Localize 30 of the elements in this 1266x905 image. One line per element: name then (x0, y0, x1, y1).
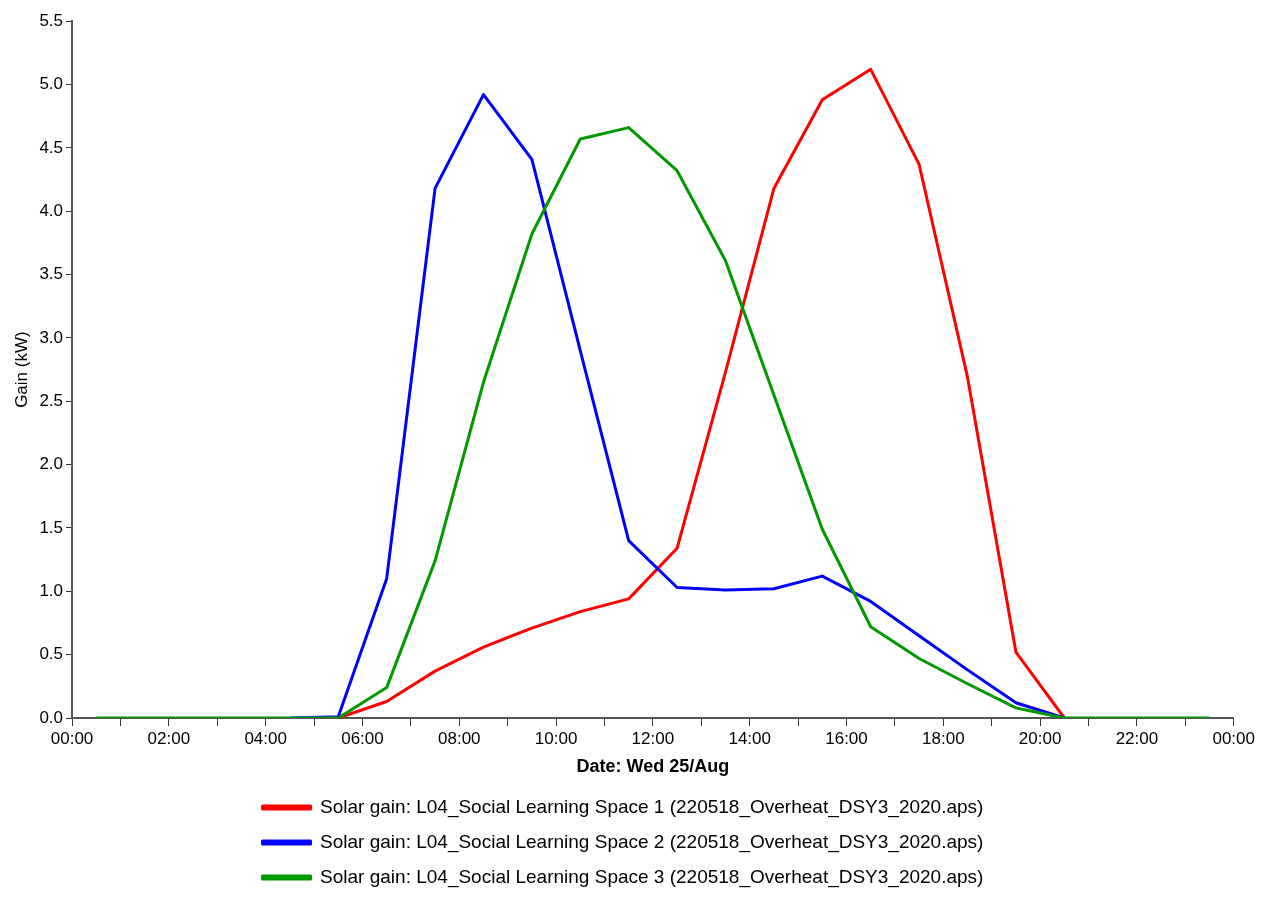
legend-label: Solar gain: L04_Social Learning Space 1 (220518_Overheat_DSY3_2020.aps) (320, 795, 984, 818)
y-tick-label: 0.0 (39, 707, 64, 727)
x-tick-label: 22:00 (1115, 728, 1159, 748)
x-tick-label: 00:00 (50, 728, 94, 748)
x-tick-label: 06:00 (341, 728, 384, 748)
x-tick-label: 10:00 (534, 728, 578, 748)
x-tick-label: 16:00 (825, 728, 868, 748)
y-tick-label: 0.5 (39, 644, 64, 664)
x-tick-label: 14:00 (728, 728, 771, 748)
legend-label: Solar gain: L04_Social Learning Space 2 (220518_Overheat_DSY3_2020.aps) (320, 830, 984, 853)
legend-label: Solar gain: L04_Social Learning Space 3 (220518_Overheat_DSY3_2020.aps) (320, 865, 984, 888)
y-tick-label: 2.5 (39, 390, 64, 410)
y-axis-title: Gain (kW) (11, 331, 31, 408)
y-tick-label: 2.0 (39, 454, 64, 474)
x-axis-title: Date: Wed 25/Aug (576, 756, 730, 777)
x-tick-label: 18:00 (922, 728, 965, 748)
y-tick-label: 4.5 (39, 137, 64, 157)
y-tick-label: 3.5 (39, 264, 64, 284)
x-tick-label: 12:00 (631, 728, 675, 748)
y-tick-label: 3.0 (39, 327, 64, 347)
y-tick-label: 4.0 (39, 200, 64, 220)
y-tick-label: 5.5 (39, 10, 64, 30)
x-tick-label: 02:00 (147, 728, 191, 748)
x-tick-label: 00:00 (1212, 728, 1255, 748)
y-tick-label: 1.5 (39, 517, 64, 537)
x-tick-label: 20:00 (1018, 728, 1062, 748)
x-tick-label: 08:00 (437, 728, 481, 748)
y-tick-label: 5.0 (39, 74, 64, 94)
x-tick-label: 04:00 (244, 728, 287, 748)
y-tick-label: 1.0 (39, 581, 64, 600)
